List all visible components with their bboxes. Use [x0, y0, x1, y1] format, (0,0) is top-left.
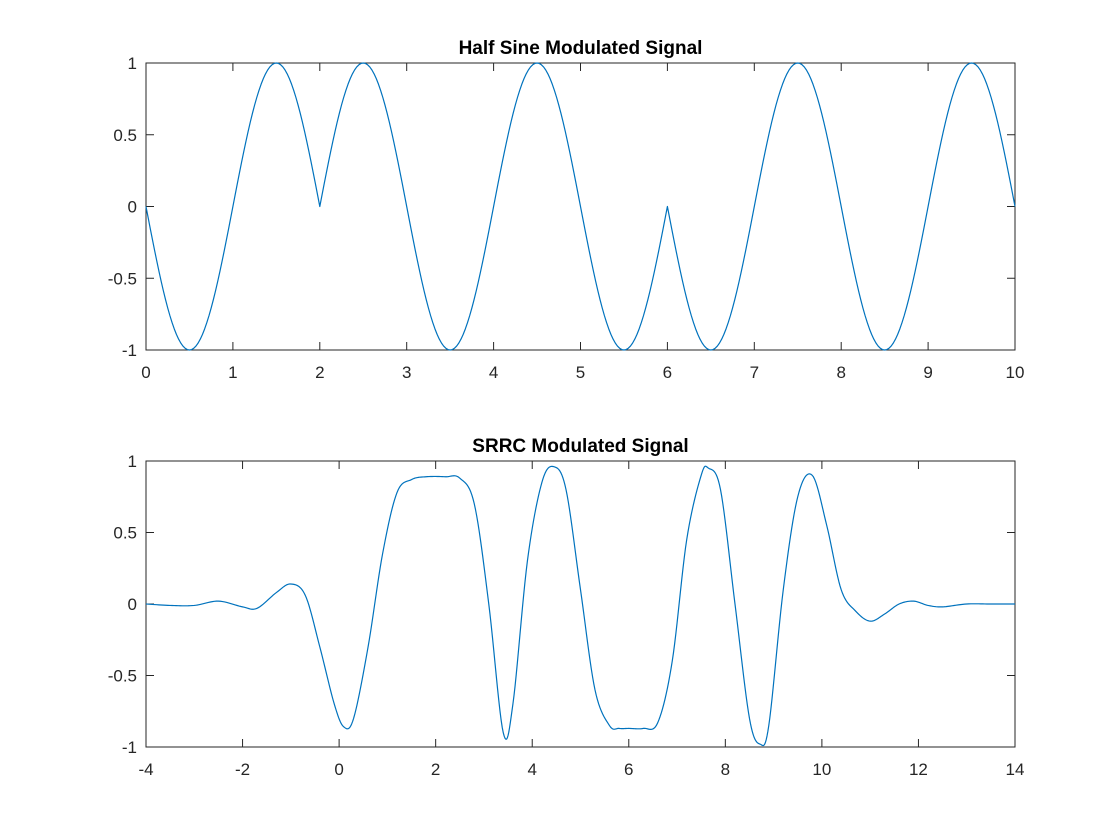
half-sine-plot: Half Sine Modulated Signal 0 1 2 3 4 5 6 7 8 9 10-… — [108, 38, 1025, 382]
half-sine-xtick-label: 8 — [836, 363, 845, 382]
half-sine-xtick-label: 4 — [489, 363, 498, 382]
half-sine-xtick-label: 6 — [663, 363, 672, 382]
srrc-xtick-label: -4 — [138, 760, 153, 779]
half-sine-series-line — [145, 62, 1016, 351]
srrc-ytick-label: -1 — [122, 738, 137, 757]
srrc-xtick-label: 2 — [431, 760, 440, 779]
half-sine-xtick-label: 7 — [750, 363, 759, 382]
srrc-xtick-label: 12 — [909, 760, 928, 779]
srrc-title: SRRC Modulated Signal — [472, 436, 688, 457]
half-sine-ytick-label: 0.5 — [113, 126, 137, 145]
srrc-xtick-label: 8 — [721, 760, 730, 779]
half-sine-xtick-label: 9 — [923, 363, 932, 382]
srrc-xtick-label: 4 — [527, 760, 536, 779]
srrc-axes-box — [145, 460, 1016, 748]
half-sine-xtick-label: 1 — [228, 363, 237, 382]
half-sine-xtick-label: 5 — [576, 363, 585, 382]
half-sine-xtick-label: 2 — [315, 363, 324, 382]
srrc-xtick-label: -2 — [235, 760, 250, 779]
half-sine-title: Half Sine Modulated Signal — [459, 38, 703, 59]
srrc-xtick-label: 0 — [334, 760, 343, 779]
srrc-ticks: -4 -2 0 2 4 6 8 10 12 14 -1 -0.5 0 0.5 1 — [108, 452, 1025, 779]
srrc-ytick-label: 0.5 — [113, 524, 137, 543]
srrc-ytick-label: 0 — [128, 595, 137, 614]
half-sine-xtick-label: 0 — [141, 363, 150, 382]
half-sine-ytick-label: -1 — [122, 341, 137, 360]
half-sine-ticks: 0 1 2 3 4 5 6 7 8 9 10 -1 -0.5 0 0.5 1 — [108, 54, 1025, 382]
half-sine-ytick-label: 0 — [128, 198, 137, 217]
srrc-xtick-label: 14 — [1006, 760, 1025, 779]
srrc-series-line — [145, 465, 1015, 747]
half-sine-ytick-label: 1 — [128, 54, 137, 73]
srrc-xtick-label: 10 — [812, 760, 831, 779]
srrc-plot: SRRC Modulated Signal -4 -2 0 2 4 6 8 10 12 14-1-… — [108, 436, 1025, 779]
half-sine-xtick-label: 3 — [402, 363, 411, 382]
srrc-ytick-label: 1 — [128, 452, 137, 471]
half-sine-ytick-label: -0.5 — [108, 269, 137, 288]
srrc-xtick-label: 6 — [624, 760, 633, 779]
half-sine-xtick-label: 10 — [1006, 363, 1025, 382]
srrc-ytick-label: -0.5 — [108, 667, 137, 686]
